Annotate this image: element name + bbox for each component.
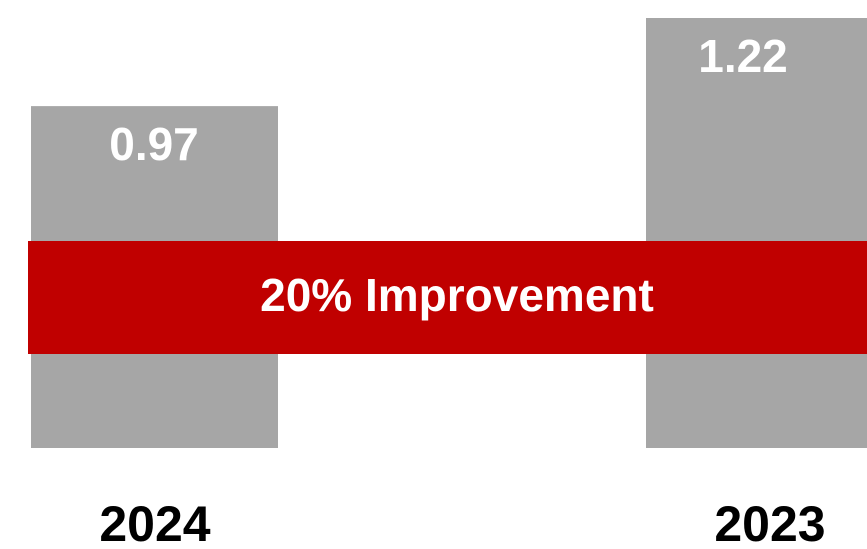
category-label-2024: 2024 [99,496,210,549]
bar-2023 [646,18,867,448]
bars-group [31,18,867,449]
improvement-banner-text: 20% Improvement [260,269,654,321]
improvement-banner [28,241,867,354]
data-label-2024: 0.97 [109,118,199,170]
data-label-2023: 1.22 [698,30,788,82]
category-label-2023: 2023 [714,496,825,549]
labels-group: 0.97 2024 1.22 2023 [99,30,825,549]
